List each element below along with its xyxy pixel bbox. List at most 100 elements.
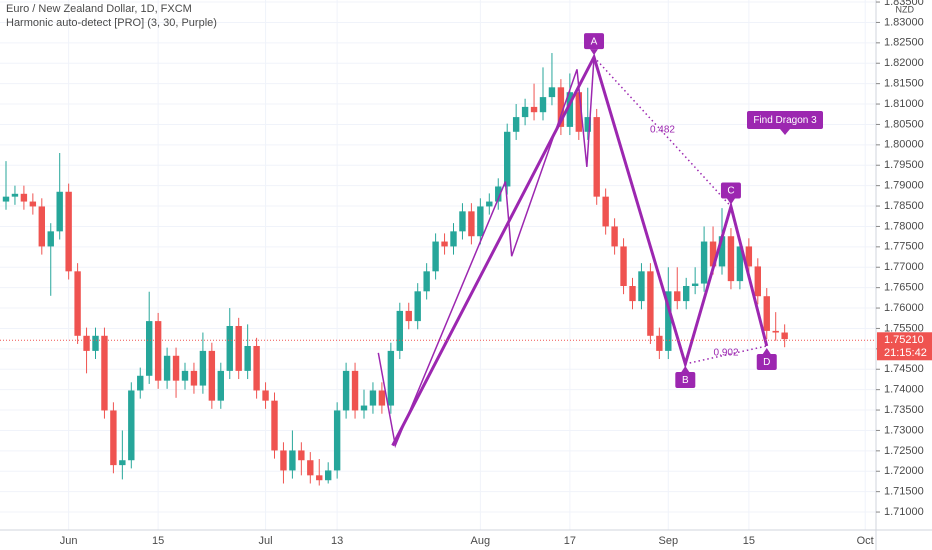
y-tick-label: 1.81500: [884, 78, 924, 90]
candle-body: [700, 241, 708, 284]
candle-body: [763, 296, 770, 331]
y-tick-label: 1.83000: [884, 16, 924, 28]
y-tick-label: 1.81000: [884, 98, 924, 110]
chart-title: Euro / New Zealand Dollar, 1D, FXCM: [6, 3, 192, 15]
point-badge: [720, 182, 741, 199]
y-tick-label: 1.83500: [884, 0, 924, 8]
candle-body: [163, 355, 171, 381]
point-badge: [584, 33, 605, 50]
candle-body: [387, 350, 395, 406]
point-label: B: [682, 375, 689, 386]
ratio-label: 0.902: [714, 348, 739, 359]
candle-body: [47, 231, 54, 247]
candle-body: [83, 335, 90, 351]
candle-body: [709, 241, 717, 267]
candle-body: [181, 370, 189, 381]
candle-body: [629, 286, 636, 302]
candle-body: [781, 332, 788, 340]
currency: NZD: [896, 4, 915, 14]
point-label: D: [763, 357, 770, 368]
candle-body: [137, 375, 144, 391]
candle-body: [468, 211, 475, 237]
y-tick-label: 1.82500: [884, 37, 924, 49]
candle-body: [351, 370, 359, 411]
y-tick-label: 1.76500: [884, 282, 924, 294]
y-tick-label: 1.78500: [884, 200, 924, 212]
candle-body: [244, 345, 251, 371]
candle-body: [325, 470, 332, 481]
y-tick-label: 1.82000: [884, 57, 924, 69]
candle-body: [754, 266, 761, 297]
y-tick-label: 1.77000: [884, 261, 924, 273]
candle-body: [74, 271, 81, 336]
candle-body: [262, 390, 269, 401]
candle-body: [307, 460, 314, 476]
candle-body: [119, 460, 126, 466]
candle-body: [691, 283, 699, 287]
annotation-pointer: [780, 129, 790, 135]
candle-body: [342, 370, 350, 411]
candle-body: [333, 410, 341, 471]
candle-body: [405, 310, 412, 322]
candle-body: [253, 345, 260, 391]
x-tick-label: Oct: [857, 535, 874, 547]
y-tick-label: 1.79500: [884, 159, 924, 171]
candle-body: [512, 117, 520, 132]
candle-body: [172, 355, 180, 381]
candle-body: [521, 106, 529, 118]
point-pointer: [590, 49, 599, 56]
candle-body: [20, 193, 28, 202]
candle-body: [566, 92, 574, 127]
candle-body: [369, 390, 377, 406]
candle-body: [289, 450, 296, 471]
candle-body: [530, 106, 538, 113]
last-price-label: 1.75210: [884, 334, 924, 346]
x-tick-label: Aug: [471, 535, 491, 547]
candle-body: [280, 450, 287, 471]
candle-body: [208, 350, 216, 401]
ratio-line: [685, 345, 767, 365]
x-tick-label: 13: [331, 535, 343, 547]
candle-body: [593, 117, 600, 197]
candle-body: [584, 117, 591, 132]
candle-body: [271, 400, 278, 451]
candle-body: [656, 335, 663, 351]
x-tick-label: Sep: [659, 535, 679, 547]
x-tick-label: 15: [743, 535, 755, 547]
y-tick-label: 1.79000: [884, 180, 924, 192]
point-pointer: [726, 198, 735, 205]
candle-body: [432, 241, 439, 272]
candle-body: [620, 246, 627, 287]
zigzag-line: [377, 57, 595, 449]
x-tick-label: Jun: [60, 535, 78, 547]
candle-body: [745, 246, 753, 267]
plot: [2, 53, 788, 486]
point-badge: [675, 371, 696, 388]
point-pointer: [762, 347, 771, 354]
y-tick-label: 1.73000: [884, 424, 924, 436]
x-tick-label: 15: [152, 535, 164, 547]
candle-body: [414, 291, 421, 322]
candle-body: [423, 271, 430, 292]
candle-body: [718, 236, 726, 267]
point-pointer: [681, 365, 690, 372]
candle-body: [539, 97, 547, 113]
candle-body: [56, 191, 63, 232]
point-badge: [756, 353, 777, 370]
y-tick-label: 1.74500: [884, 363, 924, 375]
candle-body: [38, 206, 45, 247]
candle-body: [65, 191, 72, 272]
candle-body: [504, 131, 511, 187]
point-label: C: [727, 186, 734, 197]
candle-body: [548, 87, 556, 98]
ratio-label: 0.482: [650, 124, 675, 135]
candle-body: [557, 87, 565, 127]
candle-body: [101, 335, 108, 411]
candle-body: [29, 201, 37, 207]
candle-body: [298, 450, 305, 461]
candle-body: [477, 206, 484, 237]
candle-body: [360, 405, 368, 411]
candle-body: [154, 321, 162, 381]
candle-body: [2, 196, 10, 202]
